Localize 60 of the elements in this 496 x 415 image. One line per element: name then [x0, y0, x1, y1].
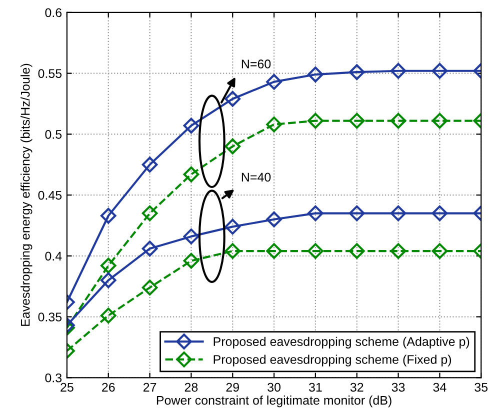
x-tick-label: 35	[474, 382, 488, 392]
point	[142, 240, 158, 257]
point	[183, 228, 200, 244]
point	[266, 211, 282, 228]
point	[224, 90, 241, 107]
x-tick-label: 32	[350, 382, 364, 392]
point	[432, 112, 448, 129]
x-tick-label: 30	[268, 382, 281, 392]
point	[308, 66, 324, 82]
point	[183, 252, 200, 269]
x-tick-label: 27	[143, 382, 156, 392]
point	[348, 205, 365, 222]
point	[432, 62, 448, 79]
point	[432, 243, 448, 259]
x-tick-label: 25	[60, 382, 74, 392]
legend-label: Proposed eavesdropping scheme (Fixed p)	[214, 354, 452, 366]
point	[224, 138, 241, 154]
point	[348, 112, 365, 129]
annotation: N=60	[242, 60, 271, 68]
x-tick-label: 31	[308, 382, 322, 392]
x-axis-title: Power constraint of legitimate monitor (dB)	[156, 396, 392, 408]
point	[142, 280, 158, 296]
y-tick-label: 0.5	[45, 130, 62, 139]
point	[308, 205, 324, 222]
point	[390, 112, 406, 129]
y-tick-label: 0.3	[45, 373, 62, 382]
y-tick-label: 0.55	[38, 69, 62, 78]
point	[266, 243, 282, 259]
point	[390, 205, 406, 222]
x-tick-label: 29	[226, 382, 239, 392]
y-tick-label: 0.4	[45, 252, 62, 261]
x-tick-label: 33	[392, 382, 405, 392]
x-tick-label: 26	[102, 382, 115, 392]
x-tick-label: 28	[184, 382, 198, 392]
point	[183, 118, 200, 134]
y-axis-title: Eavesdropping energy efficiency (bits/Hz/Joule)	[20, 64, 32, 326]
point	[142, 205, 158, 222]
point	[183, 166, 200, 182]
point	[100, 272, 116, 288]
point	[100, 258, 116, 274]
x-tick-label: 34	[433, 382, 446, 392]
y-tick-label: 0.45	[38, 190, 62, 200]
y-tick-label: 0.6	[45, 8, 62, 18]
point	[224, 243, 241, 259]
point	[390, 243, 406, 259]
point	[348, 64, 365, 80]
point	[266, 74, 282, 90]
y-tick-label: 0.35	[38, 312, 62, 322]
point	[432, 205, 448, 222]
point	[390, 62, 406, 79]
point	[308, 243, 324, 259]
point	[348, 243, 365, 259]
point	[308, 112, 324, 129]
point	[266, 116, 282, 132]
point	[100, 308, 116, 324]
point	[100, 208, 116, 224]
point	[224, 218, 241, 235]
annotation: N=40	[242, 172, 271, 182]
point	[142, 156, 158, 173]
legend-label: Proposed eavesdropping scheme (Adaptive p)	[214, 336, 470, 348]
